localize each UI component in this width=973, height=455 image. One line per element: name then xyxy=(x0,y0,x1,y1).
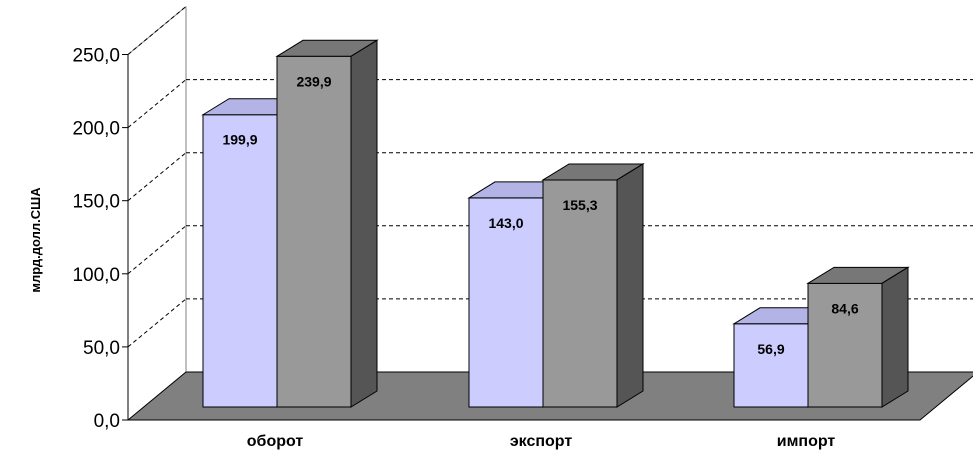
bar-side xyxy=(616,163,644,408)
gridline-diagonal xyxy=(127,225,187,275)
bar-front xyxy=(202,114,278,408)
x-category-label: экспорт xyxy=(510,433,573,450)
y-axis: 0,0 50,0 100,0 150,0 200,0 250,0 xyxy=(72,46,129,432)
data-label: 143,0 xyxy=(488,215,523,231)
data-label: 239,9 xyxy=(296,73,331,89)
bar-front xyxy=(468,197,544,408)
gridline-diagonal xyxy=(127,79,187,128)
x-category-label: импорт xyxy=(777,433,836,450)
bar-front xyxy=(542,179,618,408)
bar-front xyxy=(733,323,809,408)
y-tick-label: 200,0 xyxy=(72,119,120,140)
y-tick-label: 150,0 xyxy=(72,192,120,213)
bars: 199,9 239,9 143,0 155,3 56,9 84,6 xyxy=(201,39,910,408)
x-axis: оборот экспорт импорт xyxy=(247,433,836,450)
y-axis-label: млрд.долл.США xyxy=(28,187,43,293)
bar-front xyxy=(276,55,352,408)
chart-walls xyxy=(127,6,187,372)
gridline-diagonal xyxy=(127,6,187,55)
bar-side xyxy=(881,266,909,408)
y-tick-label: 50,0 xyxy=(83,338,120,359)
bar-side xyxy=(350,39,378,408)
y-tick-label: 100,0 xyxy=(72,265,120,286)
data-label: 155,3 xyxy=(562,197,597,213)
y-tick-label: 0,0 xyxy=(94,411,120,432)
data-label: 84,6 xyxy=(831,300,858,316)
gridline-diagonal xyxy=(127,152,187,202)
y-tick-label: 250,0 xyxy=(72,46,120,67)
data-label: 199,9 xyxy=(222,132,257,148)
x-category-label: оборот xyxy=(247,433,304,450)
data-label: 56,9 xyxy=(757,341,784,357)
gridline-diagonal xyxy=(127,298,187,348)
